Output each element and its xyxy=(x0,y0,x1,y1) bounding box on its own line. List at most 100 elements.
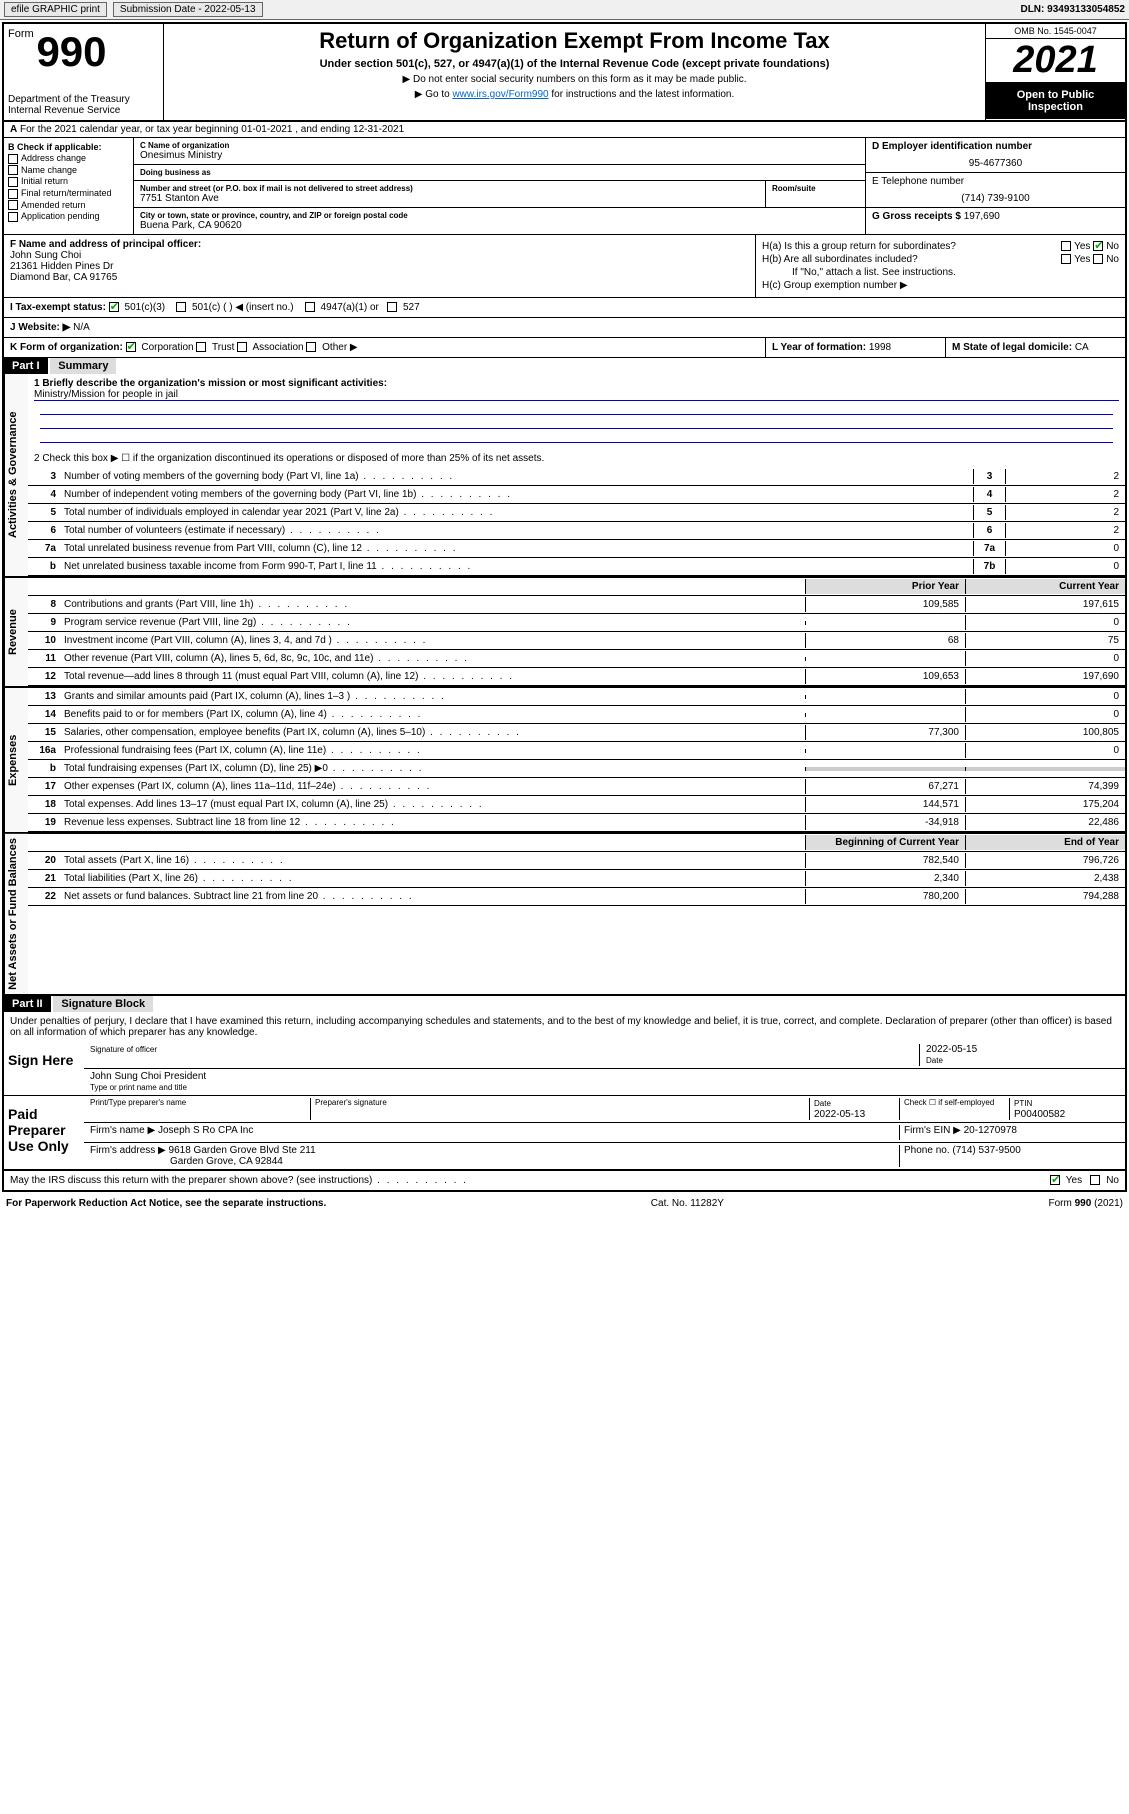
efile-button[interactable]: efile GRAPHIC print xyxy=(4,2,107,17)
line-11: 11Other revenue (Part VIII, column (A), … xyxy=(28,650,1125,668)
side-revenue: Revenue xyxy=(4,578,28,686)
ein-value: 95-4677360 xyxy=(872,158,1119,169)
chk-corporation[interactable] xyxy=(126,342,136,352)
line-13: 13Grants and similar amounts paid (Part … xyxy=(28,688,1125,706)
part1-title: Summary xyxy=(50,358,116,374)
org-name-label: C Name of organization xyxy=(140,141,859,150)
line-4: 4Number of independent voting members of… xyxy=(28,486,1125,504)
form-header: Form 990 Department of the Treasury Inte… xyxy=(4,24,1125,122)
line-7a: 7aTotal unrelated business revenue from … xyxy=(28,540,1125,558)
side-governance: Activities & Governance xyxy=(4,374,28,576)
line-6: 6Total number of volunteers (estimate if… xyxy=(28,522,1125,540)
dba-label: Doing business as xyxy=(140,168,859,177)
chk-trust[interactable] xyxy=(196,342,206,352)
part1-net-assets: Net Assets or Fund Balances Beginning of… xyxy=(4,834,1125,996)
side-net-assets: Net Assets or Fund Balances xyxy=(4,834,28,994)
year-formation: 1998 xyxy=(869,342,891,353)
part2-header-row: Part II Signature Block xyxy=(4,996,1125,1012)
line-10: 10Investment income (Part VIII, column (… xyxy=(28,632,1125,650)
ptin-value: P00400582 xyxy=(1014,1109,1065,1120)
penalty-statement: Under penalties of perjury, I declare th… xyxy=(4,1012,1125,1042)
part1-header-row: Part I Summary xyxy=(4,358,1125,374)
line-b: bNet unrelated business taxable income f… xyxy=(28,558,1125,576)
block-f-h: F Name and address of principal officer:… xyxy=(4,235,1125,298)
line-21: 21Total liabilities (Part X, line 26) 2,… xyxy=(28,870,1125,888)
state-domicile: CA xyxy=(1075,342,1089,353)
mission-text: Ministry/Mission for people in jail xyxy=(34,389,1119,401)
line-20: 20Total assets (Part X, line 16) 782,540… xyxy=(28,852,1125,870)
line-9: 9Program service revenue (Part VIII, lin… xyxy=(28,614,1125,632)
chk-address-change[interactable]: Address change xyxy=(8,153,129,164)
room-label: Room/suite xyxy=(772,184,859,193)
section-b: B Check if applicable: Address change Na… xyxy=(4,138,134,234)
tax-year: 2021 xyxy=(986,39,1125,83)
ein-label: D Employer identification number xyxy=(872,141,1032,152)
line-15: 15Salaries, other compensation, employee… xyxy=(28,724,1125,742)
chk-association[interactable] xyxy=(237,342,247,352)
chk-discuss-no[interactable] xyxy=(1090,1175,1100,1185)
section-f: F Name and address of principal officer:… xyxy=(4,235,755,297)
sign-here-block: Sign Here Signature of officer 2022-05-1… xyxy=(4,1042,1125,1096)
officer-addr2: Diamond Bar, CA 91765 xyxy=(10,272,117,283)
section-d-e-g: D Employer identification number 95-4677… xyxy=(865,138,1125,234)
chk-501c[interactable] xyxy=(176,302,186,312)
part1-governance: Activities & Governance 1 Briefly descri… xyxy=(4,374,1125,578)
col-end: End of Year xyxy=(965,835,1125,850)
header-right: OMB No. 1545-0047 2021 Open to Public In… xyxy=(985,24,1125,120)
chk-4947[interactable] xyxy=(305,302,315,312)
side-expenses: Expenses xyxy=(4,688,28,832)
chk-application-pending[interactable]: Application pending xyxy=(8,211,129,222)
dln-label: DLN: 93493133054852 xyxy=(1020,4,1125,15)
submission-date-button[interactable]: Submission Date - 2022-05-13 xyxy=(113,2,263,17)
chk-501c3[interactable] xyxy=(109,302,119,312)
line-3: 3Number of voting members of the governi… xyxy=(28,468,1125,486)
chk-other[interactable] xyxy=(306,342,316,352)
street-label: Number and street (or P.O. box if mail i… xyxy=(140,184,759,193)
page-footer: For Paperwork Reduction Act Notice, see … xyxy=(0,1194,1129,1213)
row-a-tax-year: A For the 2021 calendar year, or tax yea… xyxy=(4,122,1125,138)
part2-title: Signature Block xyxy=(53,996,153,1012)
officer-sig-name: John Sung Choi President xyxy=(90,1071,1119,1082)
line-b: bTotal fundraising expenses (Part IX, co… xyxy=(28,760,1125,778)
firm-addr1: 9618 Garden Grove Blvd Ste 211 xyxy=(169,1145,316,1156)
header-mid: Return of Organization Exempt From Incom… xyxy=(164,24,985,120)
gross-value: 197,690 xyxy=(964,211,1000,222)
sign-here-label: Sign Here xyxy=(4,1042,84,1095)
part1-revenue: Revenue Prior Year Current Year 8Contrib… xyxy=(4,578,1125,688)
note-ssn: ▶ Do not enter social security numbers o… xyxy=(174,74,975,85)
officer-name: John Sung Choi xyxy=(10,250,81,261)
block-b-c-d: B Check if applicable: Address change Na… xyxy=(4,138,1125,235)
chk-final-return[interactable]: Final return/terminated xyxy=(8,188,129,199)
discuss-row: May the IRS discuss this return with the… xyxy=(4,1171,1125,1190)
note-link: ▶ Go to www.irs.gov/Form990 for instruct… xyxy=(174,89,975,100)
form-990: Form 990 Department of the Treasury Inte… xyxy=(2,22,1127,1192)
city-label: City or town, state or province, country… xyxy=(140,211,859,220)
phone-label: E Telephone number xyxy=(872,176,964,187)
firm-addr2: Garden Grove, CA 92844 xyxy=(170,1156,283,1167)
footer-left: For Paperwork Reduction Act Notice, see … xyxy=(6,1198,326,1209)
form-number: 990 xyxy=(36,28,106,75)
toolbar: efile GRAPHIC print Submission Date - 20… xyxy=(0,0,1129,20)
chk-amended[interactable]: Amended return xyxy=(8,200,129,211)
form-subtitle: Under section 501(c), 527, or 4947(a)(1)… xyxy=(174,58,975,70)
chk-527[interactable] xyxy=(387,302,397,312)
chk-initial-return[interactable]: Initial return xyxy=(8,176,129,187)
line-8: 8Contributions and grants (Part VIII, li… xyxy=(28,596,1125,614)
part2-badge: Part II xyxy=(4,996,51,1012)
footer-mid: Cat. No. 11282Y xyxy=(651,1198,724,1209)
firm-phone: (714) 537-9500 xyxy=(952,1145,1020,1156)
public-inspection: Open to Public Inspection xyxy=(986,83,1125,119)
chk-discuss-yes[interactable] xyxy=(1050,1175,1060,1185)
city-value: Buena Park, CA 90620 xyxy=(140,220,859,231)
org-name: Onesimus Ministry xyxy=(140,150,859,161)
dept-label: Department of the Treasury xyxy=(8,94,159,105)
header-left: Form 990 Department of the Treasury Inte… xyxy=(4,24,164,120)
irs-link[interactable]: www.irs.gov/Form990 xyxy=(452,89,548,100)
line-12: 12Total revenue—add lines 8 through 11 (… xyxy=(28,668,1125,686)
line-17: 17Other expenses (Part IX, column (A), l… xyxy=(28,778,1125,796)
part1-badge: Part I xyxy=(4,358,48,374)
firm-ein: 20-1270978 xyxy=(964,1125,1017,1136)
phone-value: (714) 739-9100 xyxy=(872,193,1119,204)
chk-name-change[interactable]: Name change xyxy=(8,165,129,176)
col-beginning: Beginning of Current Year xyxy=(805,835,965,850)
